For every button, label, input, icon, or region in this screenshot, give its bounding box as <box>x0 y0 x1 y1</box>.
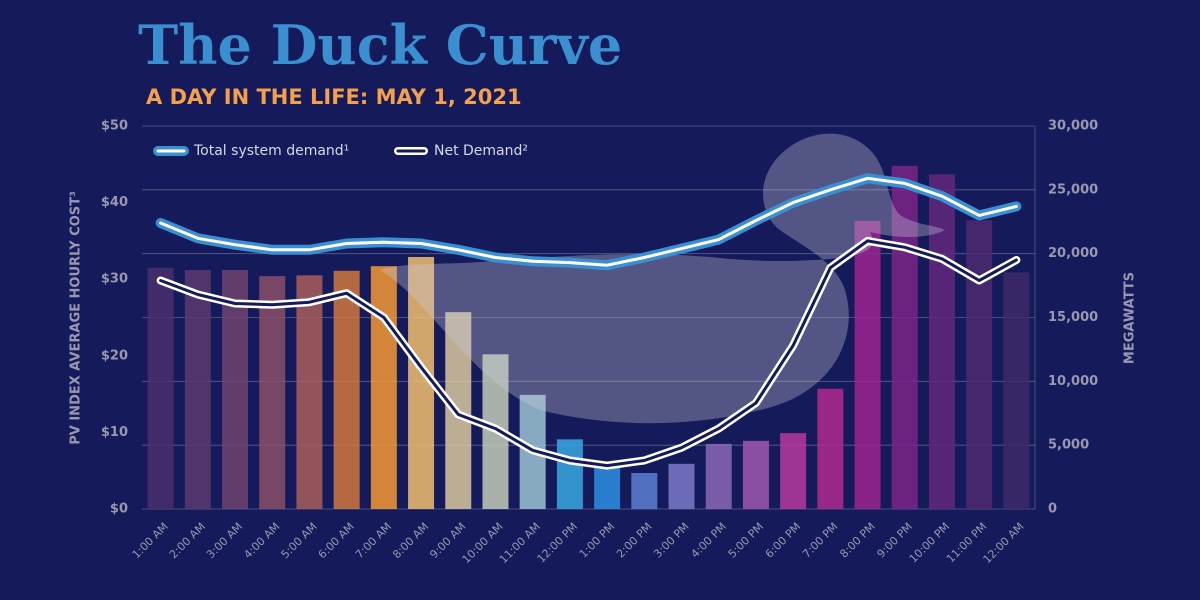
x-tick-label: 6:00 AM <box>316 520 357 561</box>
bar <box>594 462 621 509</box>
bar <box>222 270 249 509</box>
bar <box>928 174 955 509</box>
y2-tick-label: 25,000 <box>1048 182 1098 197</box>
bar <box>259 276 286 509</box>
bar <box>296 275 323 509</box>
series-line-core <box>159 239 1018 468</box>
y2-tick-label: 15,000 <box>1048 310 1098 325</box>
y2-tick-label: 20,000 <box>1048 246 1098 261</box>
bar <box>370 266 397 509</box>
x-tick-label: 12:00 PM <box>535 520 580 565</box>
x-tick-label: 5:00 PM <box>726 520 767 561</box>
y2-tick-label: 5,000 <box>1048 438 1089 453</box>
chart-title: The Duck Curve <box>138 13 622 77</box>
x-tick-label: 3:00 PM <box>651 520 692 561</box>
bar <box>184 270 211 509</box>
y2-tick-label: 0 <box>1048 502 1057 517</box>
bar <box>854 220 881 509</box>
bar <box>556 439 583 509</box>
x-tick-label: 2:00 PM <box>614 520 655 561</box>
bar <box>147 267 174 509</box>
x-tick-label: 8:00 AM <box>390 520 431 561</box>
x-tick-label: 1:00 AM <box>130 520 171 561</box>
duck-silhouette <box>380 133 945 424</box>
x-tick-label: 7:00 AM <box>353 520 394 561</box>
series-line-core <box>159 176 1018 267</box>
x-tick-label: 1:00 PM <box>577 520 618 561</box>
x-tick-label: 4:00 PM <box>688 520 729 561</box>
bar <box>742 440 769 509</box>
y-tick-label: $0 <box>110 502 128 517</box>
bar <box>631 472 658 509</box>
bar <box>780 433 807 509</box>
x-tick-label: 2:00 AM <box>167 520 208 561</box>
bar <box>966 220 993 509</box>
y2-tick-label: 30,000 <box>1048 119 1098 134</box>
y-axis-title: PV INDEX AVERAGE HOURLY COST³ <box>69 191 84 445</box>
y-tick-label: $40 <box>101 195 128 210</box>
bar <box>891 165 918 509</box>
y2-tick-label: 10,000 <box>1048 374 1098 389</box>
bar <box>1003 272 1030 509</box>
y-tick-label: $20 <box>101 348 128 363</box>
x-tick-label: 12:00 AM <box>981 520 1027 566</box>
bar <box>333 270 360 509</box>
x-tick-label: 6:00 PM <box>763 520 804 561</box>
legend-label: Total system demand¹ <box>193 143 349 159</box>
x-tick-label: 7:00 PM <box>800 520 841 561</box>
bar <box>668 463 695 509</box>
legend-label: Net Demand² <box>434 143 528 159</box>
x-tick-label: 5:00 AM <box>279 520 320 561</box>
y-tick-label: $10 <box>101 425 128 440</box>
bar <box>705 443 732 509</box>
x-tick-label: 11:00 AM <box>497 520 543 566</box>
chart-subtitle: A DAY IN THE LIFE: MAY 1, 2021 <box>146 85 522 109</box>
x-tick-label: 3:00 AM <box>204 520 245 561</box>
x-tick-label: 8:00 PM <box>837 520 878 561</box>
y2-axis-title: MEGAWATTS <box>1123 272 1138 364</box>
y-tick-label: $30 <box>101 272 128 287</box>
y-tick-label: $50 <box>101 119 128 134</box>
x-tick-label: 4:00 AM <box>241 520 282 561</box>
bar <box>817 388 844 509</box>
